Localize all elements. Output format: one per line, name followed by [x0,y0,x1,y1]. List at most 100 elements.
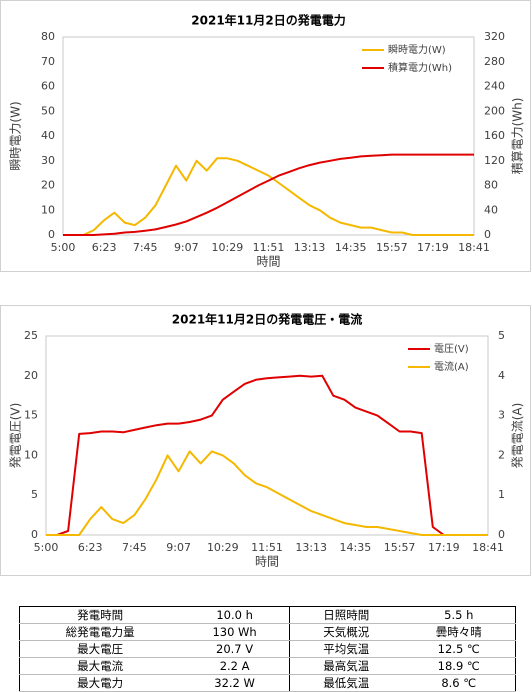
y2-tick-label: 4 [498,369,505,382]
table-row: 最大電圧 20.7 V 平均気温 12.5 ℃ [19,640,516,658]
y2-tick-label: 40 [484,203,498,216]
y-tick-label: 0 [31,528,38,541]
x-tick-label: 10:29 [212,241,244,254]
table-value: 32.2 W [180,674,291,692]
table-value: 18.9 ℃ [402,657,516,675]
x-tick-label: 6:23 [92,241,117,254]
x-tick-label: 14:35 [335,241,367,254]
x-tick-label: 11:51 [253,241,285,254]
charts: 2021年11月2日の発電電力0102030405060708004080120… [0,0,531,576]
x-tick-label: 5:00 [34,541,59,554]
y2-tick-label: 120 [484,154,505,167]
y2-tick-label: 1 [498,488,505,501]
table-row: 最大電力 32.2 W 最低気温 8.6 ℃ [19,674,516,692]
legend-label: 積算電力(Wh) [388,61,452,74]
x-tick-label: 11:51 [251,541,283,554]
summary-table: 発電時間 10.0 h 日照時間 5.5 h 総発電電力量 130 Wh 天気概況 曇時々晴最… [19,606,516,692]
table-row: 総発電電力量 130 Wh 天気概況 曇時々晴 [19,623,516,641]
y-tick-label: 40 [41,129,55,142]
table-row: 最大電流 2.2 A 最高気温 18.9 ℃ [19,657,516,675]
x-tick-label: 18:41 [458,241,490,254]
table-value: 5.5 h [402,606,516,624]
x-tick-label: 13:13 [294,241,326,254]
x-tick-label: 9:07 [166,541,191,554]
x-tick-label: 17:19 [417,241,449,254]
y2-tick-label: 2 [498,448,505,461]
table-value: 8.6 ℃ [402,674,516,692]
y-tick-label: 0 [48,228,55,241]
y2-tick-label: 5 [498,329,505,342]
y-tick-label: 20 [24,369,38,382]
y-tick-label: 50 [41,104,55,117]
x-tick-label: 15:57 [376,241,408,254]
x-tick-label: 7:45 [133,241,158,254]
table-label: 最大電圧 [19,640,181,658]
x-tick-label: 5:00 [51,241,76,254]
table-label: 平均気温 [289,640,403,658]
x-tick-label: 7:45 [122,541,147,554]
y2-tick-label: 240 [484,80,505,93]
y2-tick-label: 280 [484,55,505,68]
y-tick-label: 70 [41,55,55,68]
series-line [46,374,488,536]
y2-tick-label: 80 [484,179,498,192]
y2-tick-label: 0 [498,528,505,541]
y2-tick-label: 160 [484,129,505,142]
table-value: 20.7 V [180,640,291,658]
chart-frame [0,0,531,272]
plot-area [45,335,489,536]
x-tick-label: 18:41 [472,541,504,554]
table-value: 曇時々晴 [402,623,516,641]
y-tick-label: 10 [24,448,38,461]
plot-area [62,36,475,236]
y2-tick-label: 200 [484,104,505,117]
table-label: 最大電力 [19,674,181,692]
y-tick-label: 30 [41,154,55,167]
y2-axis-label: 発電電流(A) [511,403,525,469]
x-tick-label: 13:13 [295,541,327,554]
legend-label: 電流(A) [434,360,469,373]
series-line [63,157,474,236]
legend-label: 瞬時電力(W) [388,43,446,56]
series-line [46,450,488,536]
y-tick-label: 80 [41,30,55,43]
y-tick-label: 10 [41,203,55,216]
x-tick-label: 17:19 [428,541,460,554]
x-tick-label: 9:07 [174,241,199,254]
legend-label: 電圧(V) [434,343,469,355]
table-label: 最大電流 [19,657,181,675]
x-tick-label: 10:29 [207,541,239,554]
y-tick-label: 20 [41,179,55,192]
table-value: 2.2 A [180,657,291,675]
table-value: 12.5 ℃ [402,640,516,658]
chart-title: 2021年11月2日の発電電圧・電流 [172,312,362,327]
x-tick-label: 15:57 [384,541,416,554]
chart-frame [0,305,531,576]
table-label: 最高気温 [289,657,403,675]
table-value: 10.0 h [180,606,291,624]
y-tick-label: 5 [31,488,38,501]
table-label: 最低気温 [289,674,403,692]
x-axis-label: 時間 [255,555,279,569]
x-tick-label: 14:35 [340,541,372,554]
y-axis-label: 発電電圧(V) [9,403,23,469]
x-axis-label: 時間 [256,255,280,269]
y-tick-label: 60 [41,80,55,93]
y2-tick-label: 3 [498,409,505,422]
y-axis-label: 瞬時電力(W) [9,101,23,170]
table-row: 発電時間 10.0 h 日照時間 5.5 h [19,606,516,624]
table-label: 日照時間 [289,606,403,624]
table-label: 発電時間 [19,606,181,624]
chart-title: 2021年11月2日の発電電力 [191,13,345,28]
table-value: 130 Wh [180,623,291,641]
y2-tick-label: 320 [484,30,505,43]
series-line [63,153,474,236]
y2-axis-label: 積算電力(Wh) [510,98,525,175]
table-label: 天気概況 [289,623,403,641]
y-tick-label: 25 [24,329,38,342]
y-tick-label: 15 [24,409,38,422]
table-label: 総発電電力量 [19,623,181,641]
x-tick-label: 6:23 [78,541,103,554]
y2-tick-label: 0 [484,228,491,241]
